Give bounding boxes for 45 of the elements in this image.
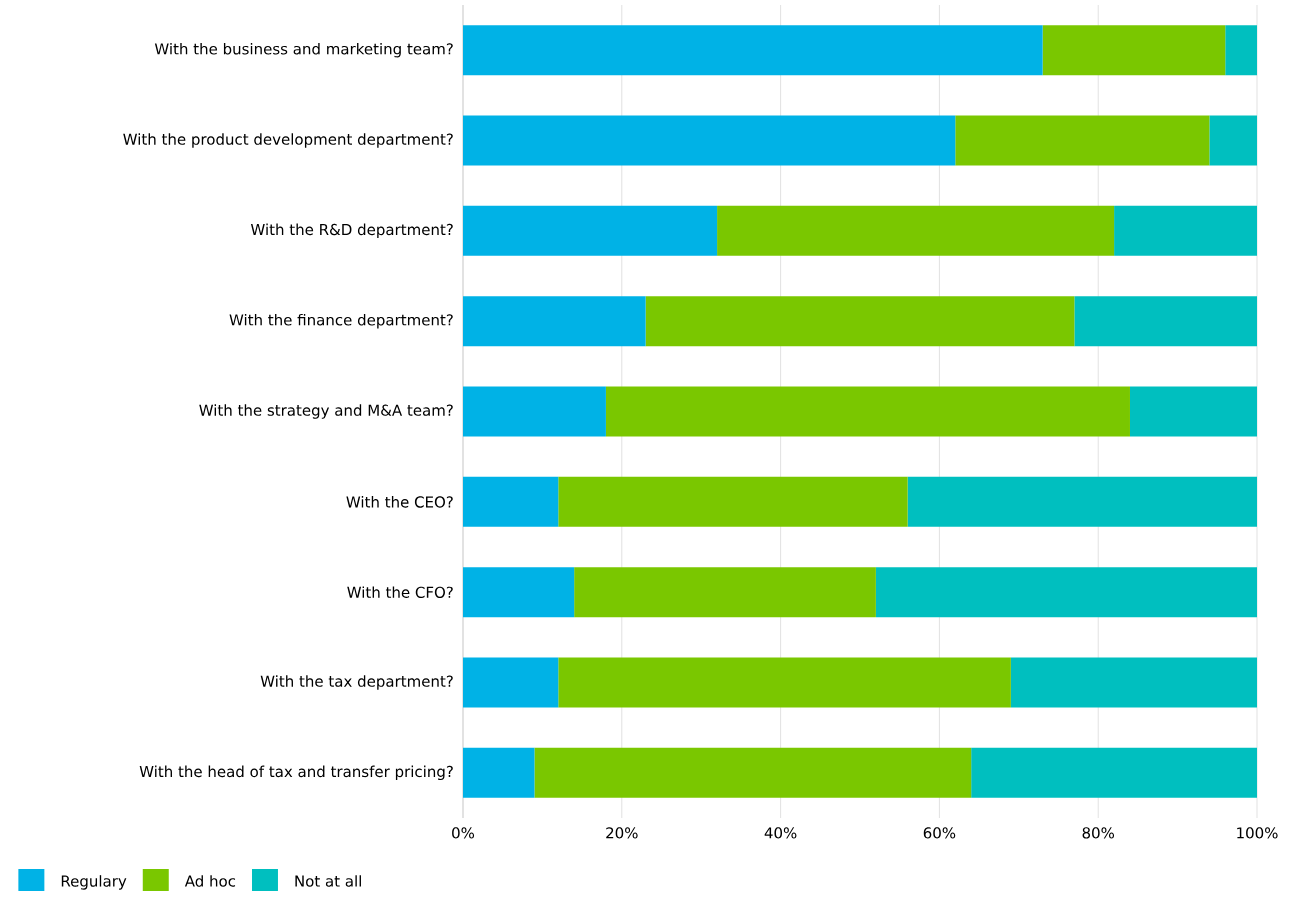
x-tick-label: 0% bbox=[452, 827, 475, 839]
y-tick-label: With the R&D department? bbox=[250, 223, 453, 239]
x-tick-label: 100% bbox=[1237, 827, 1278, 839]
bar bbox=[1129, 386, 1258, 437]
y-tick-label: With the finance department? bbox=[229, 313, 453, 329]
bar bbox=[971, 747, 1258, 798]
bar bbox=[645, 296, 1075, 347]
y-tick-label: With the CFO? bbox=[347, 586, 453, 598]
bar bbox=[558, 657, 1011, 708]
bar bbox=[1225, 25, 1258, 76]
bar bbox=[1010, 657, 1258, 708]
bar bbox=[463, 25, 1043, 76]
bar bbox=[463, 115, 956, 166]
y-tick-label: With the business and marketing team? bbox=[154, 42, 453, 58]
x-tick-label: 80% bbox=[1082, 827, 1115, 839]
legend-label: Not at all bbox=[295, 875, 361, 887]
bar bbox=[605, 386, 1130, 437]
y-tick-label: With the head of tax and transfer pricing? bbox=[139, 765, 453, 781]
bar bbox=[463, 657, 559, 708]
legend-label: Ad hoc bbox=[184, 875, 236, 887]
bar bbox=[1042, 25, 1226, 76]
y-tick-label: With the product development department? bbox=[123, 133, 453, 148]
bar bbox=[463, 747, 535, 798]
y-tick-label: With the strategy and M&A team? bbox=[199, 404, 453, 419]
bar bbox=[907, 476, 1258, 527]
bar bbox=[463, 476, 559, 527]
bar bbox=[1209, 115, 1258, 166]
bar bbox=[574, 567, 876, 618]
x-tick-label: 40% bbox=[764, 827, 797, 839]
bar bbox=[558, 476, 908, 527]
bar bbox=[463, 296, 646, 347]
y-tick-label: With the tax department? bbox=[260, 675, 453, 690]
x-tick-label: 20% bbox=[606, 827, 638, 839]
legend-label: Regulary bbox=[61, 875, 127, 890]
bar bbox=[463, 567, 575, 618]
y-tick-label: With the CEO? bbox=[346, 496, 453, 508]
bar bbox=[1074, 296, 1258, 347]
x-tick-label: 60% bbox=[923, 827, 956, 839]
bar bbox=[955, 115, 1210, 166]
bar bbox=[534, 747, 972, 798]
bar bbox=[463, 205, 718, 256]
bar bbox=[717, 205, 1115, 256]
bar bbox=[875, 567, 1258, 618]
bar bbox=[463, 386, 606, 437]
bar bbox=[1114, 205, 1258, 256]
